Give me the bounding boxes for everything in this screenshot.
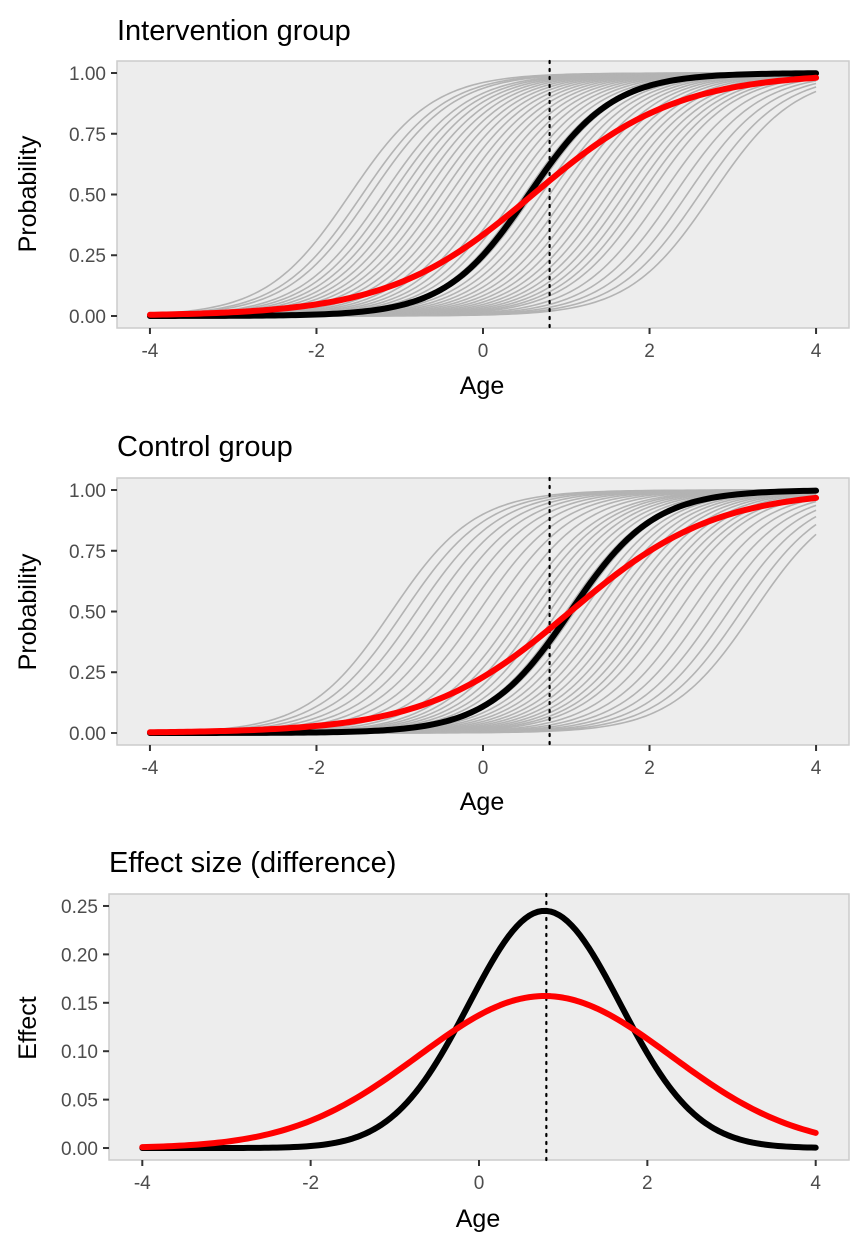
- x-tick-label: 2: [642, 1173, 653, 1194]
- y-axis-title: Probability: [14, 135, 42, 252]
- x-tick-label: -2: [308, 341, 325, 362]
- x-tick-label: -2: [302, 1173, 319, 1194]
- chart-title: Control group: [117, 431, 293, 463]
- y-tick-label: 0.20: [61, 945, 98, 966]
- red-series-line: [139, 993, 819, 1151]
- x-axis-title: Age: [460, 788, 504, 816]
- x-tick-label: -4: [141, 758, 158, 779]
- x-tick-label: 0: [478, 341, 489, 362]
- black-series-line: [146, 70, 820, 319]
- red-series-line: [146, 74, 820, 318]
- black-series-line: [146, 487, 820, 736]
- y-tick-label: 0.25: [69, 663, 106, 684]
- effect-panel: Effect size (difference) Effect Age 0.00…: [14, 847, 850, 1233]
- y-axis-title: Effect: [14, 996, 42, 1060]
- y-tick-label: 0.50: [69, 186, 106, 207]
- y-tick-label: 0.15: [61, 994, 98, 1015]
- y-tick-label: 0.25: [61, 897, 98, 918]
- chart-title: Effect size (difference): [109, 847, 396, 879]
- y-tick-label: 0.00: [61, 1139, 98, 1160]
- intervention-panel: Intervention group Probability Age 0.00 0…: [14, 15, 850, 400]
- x-axis-title: Age: [460, 372, 504, 400]
- black-series-line: [139, 907, 819, 1152]
- x-tick-label: 4: [811, 758, 822, 779]
- y-tick-label: 1.00: [69, 481, 106, 502]
- x-tick-label: -4: [134, 1173, 151, 1194]
- y-tick-label: 0.00: [69, 307, 106, 328]
- red-series-line: [146, 494, 820, 736]
- chart-title: Intervention group: [117, 15, 351, 47]
- plot-area: [108, 893, 850, 1161]
- control-panel: Control group Probability Age 0.00 0.25 0.…: [14, 431, 850, 816]
- x-tick-label: -2: [308, 758, 325, 779]
- y-tick-label: 0.25: [69, 246, 106, 267]
- x-tick-label: 4: [811, 341, 822, 362]
- x-tick-label: 2: [644, 341, 655, 362]
- y-tick-label: 0.10: [61, 1042, 98, 1063]
- x-tick-label: -4: [141, 341, 158, 362]
- x-tick-label: 0: [474, 1173, 485, 1194]
- x-tick-label: 2: [644, 758, 655, 779]
- y-tick-label: 0.00: [69, 724, 106, 745]
- y-tick-label: 0.05: [61, 1091, 98, 1112]
- y-tick-label: 0.75: [69, 125, 106, 146]
- x-tick-label: 4: [810, 1173, 821, 1194]
- y-tick-label: 1.00: [69, 64, 106, 85]
- x-axis-title: Age: [456, 1205, 500, 1233]
- y-tick-label: 0.75: [69, 542, 106, 563]
- x-tick-label: 0: [478, 758, 489, 779]
- y-tick-label: 0.50: [69, 603, 106, 624]
- y-axis-title: Probability: [14, 553, 42, 670]
